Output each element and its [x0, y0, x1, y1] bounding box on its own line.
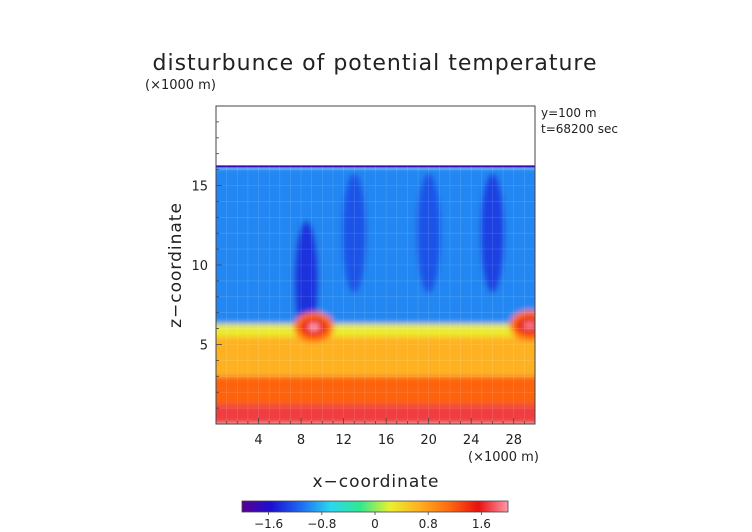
cold-plume-0 [294, 220, 319, 341]
warm-bubble-core-1 [523, 321, 535, 330]
y-axis-ticks: 5 10 15 [191, 121, 222, 409]
x-tick-label: 20 [420, 433, 437, 448]
colorbar-tick-label: 0 [371, 517, 379, 531]
y-tick-label: 5 [200, 339, 208, 354]
colorbar-tick-label: −0.8 [307, 517, 336, 531]
field-layer-1 [216, 376, 535, 405]
field-layer-0 [216, 404, 535, 424]
colorbar-tick-label: −1.6 [254, 517, 283, 531]
cold-plume-2 [416, 173, 441, 294]
x-tick-label: 24 [463, 433, 480, 448]
x-axis-label: x−coordinate [313, 472, 440, 492]
x-tick-label: 4 [254, 433, 262, 448]
x-unit-label: (×1000 m) [468, 450, 539, 465]
x-tick-label: 12 [335, 433, 352, 448]
x-tick-label: 8 [297, 433, 305, 448]
colorbar-ticks: −1.6 −0.8 0 0.8 1.6 [254, 512, 491, 531]
field-layer-2 [216, 336, 535, 377]
chart-title: disturbunce of potential temperature [153, 51, 598, 76]
colorbar [241, 500, 509, 513]
x-tick-label: 16 [378, 433, 395, 448]
cold-plume-3 [480, 173, 505, 294]
x-axis-ticks: 4 8 12 16 20 24 28 [226, 418, 525, 448]
colorbar-tick-label: 0.8 [419, 517, 438, 531]
x-tick-label: 28 [505, 433, 522, 448]
y-tick-label: 10 [191, 259, 208, 274]
temperature-field [216, 106, 535, 424]
colorbar-tick-label: 1.6 [472, 517, 491, 531]
cold-plume-1 [342, 173, 367, 294]
y-axis-label: z−coordinate [166, 202, 186, 328]
z-unit-label: (×1000 m) [145, 78, 216, 93]
annotation-time: t=68200 sec [541, 122, 618, 136]
field-top-mask [216, 106, 535, 167]
warm-bubble-core-0 [307, 323, 320, 332]
grid-lines [216, 166, 535, 424]
y-tick-label: 15 [191, 180, 208, 195]
annotation-y: y=100 m [541, 106, 597, 120]
